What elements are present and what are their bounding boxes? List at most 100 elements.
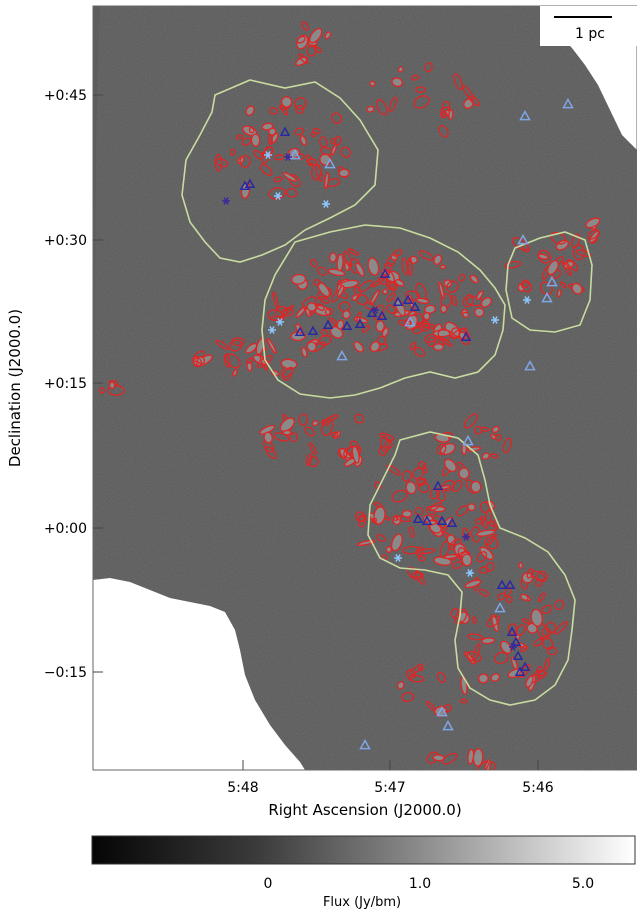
triangle-icon	[279, 126, 291, 136]
contour-clump	[321, 419, 330, 427]
contour-clump	[521, 618, 531, 624]
contour-clump	[375, 320, 385, 333]
triangle-icon	[289, 148, 301, 160]
contour-clump	[537, 592, 546, 603]
contour-clump	[462, 294, 475, 308]
contour-clump	[296, 35, 306, 44]
contour-clump	[386, 292, 396, 302]
contour-clump	[336, 319, 345, 330]
asterisk-icon	[462, 533, 470, 541]
contour-clump	[232, 368, 238, 377]
contour-clump	[417, 666, 424, 671]
contour-clump	[356, 311, 362, 323]
contour-clump	[410, 74, 420, 81]
contour-clump	[376, 335, 387, 346]
contour-clump	[269, 107, 278, 115]
triangle-icon	[421, 515, 433, 525]
contour-clump	[324, 307, 334, 316]
contour-clump	[291, 273, 307, 285]
triangle-icon	[512, 650, 524, 660]
contour-clump	[324, 31, 332, 40]
contour-clump	[306, 302, 317, 312]
contour-clump	[461, 553, 473, 567]
contour-clump	[246, 357, 254, 364]
contour-clump	[517, 283, 525, 292]
contour-clump	[385, 271, 396, 291]
triangle-icon	[322, 319, 334, 329]
contour-clump	[351, 445, 360, 464]
contour-clump	[416, 297, 430, 304]
x-tick-label: 5:46	[522, 780, 554, 796]
colorbar-tick-label: 0	[264, 876, 273, 892]
contour-clump	[317, 282, 331, 298]
contour-clump	[245, 105, 255, 116]
contour-clump	[298, 53, 309, 64]
contour-clump	[235, 134, 244, 140]
triangle-icon	[436, 515, 448, 525]
contour-clump	[397, 66, 404, 73]
contour-clump	[353, 286, 362, 296]
contour-clump	[253, 149, 264, 160]
contour-clump	[289, 432, 298, 443]
contour-clump	[436, 671, 446, 684]
contour-clump	[571, 282, 583, 295]
asterisk-icon	[394, 554, 402, 562]
contour-clump	[339, 279, 359, 289]
y-tick-label: −0:15	[44, 665, 87, 681]
contour-clump	[320, 328, 329, 337]
contour-clump	[295, 306, 307, 318]
contour-clump	[357, 514, 367, 528]
contour-clump	[282, 366, 294, 378]
triangle-icon	[517, 233, 529, 245]
contour-clump	[467, 503, 476, 512]
contour-clump	[448, 109, 454, 120]
contour-clump	[355, 511, 366, 522]
contour-clump	[273, 432, 290, 442]
contour-clump	[472, 643, 481, 661]
contour-clump	[98, 387, 106, 394]
contour-clump	[476, 529, 496, 537]
contour-clump	[409, 342, 417, 351]
contour-clump	[408, 674, 425, 683]
contour-clump	[369, 289, 380, 306]
contour-clump	[494, 434, 503, 441]
contour-clump	[559, 281, 567, 289]
contour-clump	[401, 470, 412, 482]
asterisk-icon	[274, 192, 282, 200]
contour-clump	[298, 413, 309, 426]
colorbar-ticks: 0 1.0 5.0	[264, 876, 595, 892]
contour-clump	[472, 748, 484, 767]
x-tick-label: 5:48	[227, 780, 258, 796]
contour-clump	[402, 545, 421, 555]
contour-clump	[453, 73, 463, 90]
asterisk-icon	[523, 296, 531, 304]
triangle-icon	[432, 480, 444, 490]
region-outline-south	[367, 431, 576, 706]
contour-clump	[545, 621, 557, 634]
contour-clump	[424, 304, 436, 314]
contour-clump	[408, 526, 415, 538]
asterisk-icon	[466, 569, 474, 577]
triangle-icon	[514, 666, 526, 676]
contour-clump	[456, 505, 469, 517]
triangle-icon	[519, 661, 531, 671]
contour-clump	[478, 673, 489, 684]
triangle-icon	[460, 331, 472, 341]
asterisk-icon	[222, 197, 230, 205]
contour-clump	[587, 229, 600, 240]
contour-clump	[469, 274, 479, 284]
contour-clump	[546, 646, 558, 656]
asterisk-icon	[491, 316, 499, 324]
contour-clump	[355, 294, 369, 305]
scale-bar-box	[540, 6, 637, 46]
contour-clump	[382, 288, 388, 295]
contour-clump	[438, 125, 449, 138]
contour-clump	[280, 96, 293, 108]
contour-clump	[485, 561, 495, 572]
no-coverage-left-edge	[93, 6, 100, 580]
contour-clump	[458, 328, 471, 346]
contour-clump	[388, 96, 398, 113]
triangle-icon	[359, 738, 371, 750]
contour-clump	[417, 555, 426, 562]
